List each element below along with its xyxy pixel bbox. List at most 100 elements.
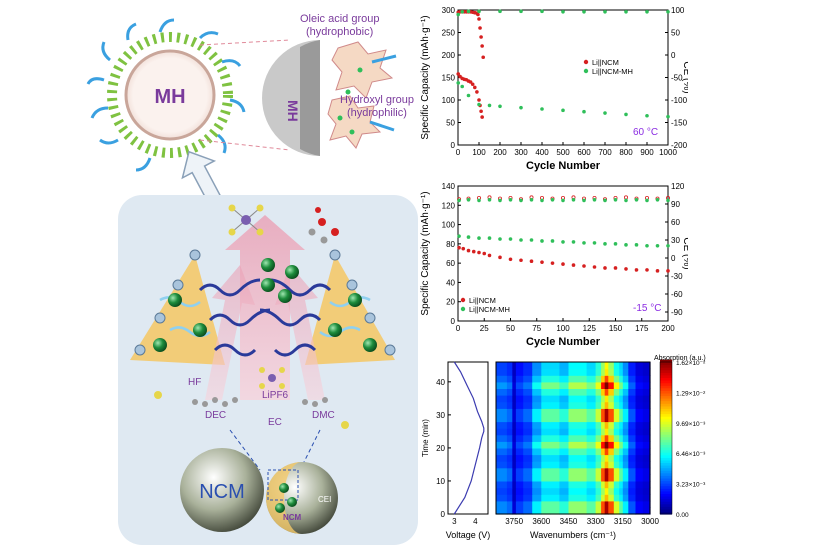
heatmap-cell [568,368,579,376]
heatmap-cell [595,487,602,495]
heatmap-cell [613,500,620,508]
heatmap-cell [523,447,533,456]
heatmap-cell [628,454,637,462]
heatmap-cell [586,421,597,429]
heatmap-cell [595,447,602,456]
heatmap-cell [595,494,602,502]
oleic-sublabel: (hydrophobic) [306,26,373,38]
data-point [498,237,502,241]
heatmap-cell [496,381,508,389]
data-point [479,109,483,114]
x-tick-label: 125 [583,324,597,333]
data-point [645,268,649,272]
heatmap-cell [523,388,533,396]
colorbar-segment [660,506,672,510]
heatmap-cell [550,362,561,370]
heatmap-cell [608,395,615,403]
colorbar-segment [660,372,672,376]
heatmap-cell [635,461,644,469]
colorbar-segment [660,359,672,363]
heatmap-cell [613,507,620,515]
data-point [477,236,481,240]
heatmap-cell [550,434,561,442]
heatmap-cell [577,428,588,436]
data-point [634,268,639,272]
x-tick-label: 600 [577,148,591,157]
x-tick-label: 200 [493,148,507,157]
heatmap-cell [496,500,508,508]
mechanism-schematic: MH MH Oleic acid group (hydrophobic) Hyd… [86,13,418,545]
colorbar-segment [660,470,672,474]
heatmap-cell [506,461,513,469]
x-tick-label: 3450 [560,517,578,526]
heatmap-cell [512,368,517,376]
heatmap-cell [523,494,533,502]
heatmap-cell [608,447,615,456]
heatmap-cell [635,500,644,508]
heatmap-cell [532,428,542,436]
heatmap-cell [541,428,551,436]
heatmap-cell [635,441,644,449]
data-point [456,12,461,17]
heatmap-cell [515,368,524,376]
data-point [582,241,586,245]
heatmap-cell [608,494,615,502]
mh-particle: MH [86,18,246,175]
heatmap-cell [635,494,644,502]
heatmap-cell [586,388,597,396]
heatmap-cell [523,381,533,389]
y2-tick-label: 60 [671,218,680,227]
colorbar-segment [660,483,672,487]
heatmap-cell [622,375,629,383]
heatmap-cell [577,362,588,370]
y2-tick-label: -30 [671,272,683,281]
heatmap-cell [532,494,542,502]
heatmap-cell [523,362,533,370]
data-point [561,10,565,14]
heatmap-cell [532,375,542,383]
data-point [645,10,649,14]
heatmap-cell [608,507,615,515]
x-tick-label: 100 [472,148,486,157]
mh-half-label: MH [285,100,301,122]
data-point [466,248,471,253]
heatmap-cell [512,461,517,469]
heatmap-cell [608,434,615,442]
heatmap-cell [559,362,570,370]
heatmap-cell [613,421,620,429]
heatmap-cell [515,441,524,449]
y-tick-label: 100 [442,221,456,230]
heatmap-cell [550,414,561,423]
heatmap-cell [523,395,533,403]
heatmap-cell [601,494,606,502]
y2-tick-label: -90 [671,308,683,317]
heatmap-cell [568,381,579,389]
heatmap-cell [559,408,570,416]
colorbar-segment [660,395,672,399]
data-point [623,195,628,200]
legend-marker [583,68,589,74]
colorbar-segment [660,449,672,453]
heatmap-cell [512,487,517,495]
data-point [645,113,649,118]
chart-insitu-ftir: 0 10 20 30 40 3 4 Voltage (V) Time (min) 3750 3600… [421,355,706,540]
heatmap-cell [635,487,644,495]
heatmap-cell [496,461,508,469]
heatmap-cell [619,467,624,475]
y2-tick-label: -150 [671,119,688,128]
heatmap-cell [559,494,570,502]
heatmap-cell [515,507,524,515]
y-tick-label: 40 [436,378,445,387]
data-point [603,242,607,246]
heatmap-cell [608,454,615,462]
heatmap-cell [628,421,637,429]
heatmap-cell [613,494,620,502]
heatmap-cell [613,481,620,489]
data-point [475,90,479,94]
heatmap-cell [586,487,597,495]
heatmap-cell [601,500,606,508]
heatmap-cell [642,494,651,502]
heatmap-cell [515,362,524,370]
heatmap-cell [506,507,513,515]
heatmap-cell [532,487,542,495]
